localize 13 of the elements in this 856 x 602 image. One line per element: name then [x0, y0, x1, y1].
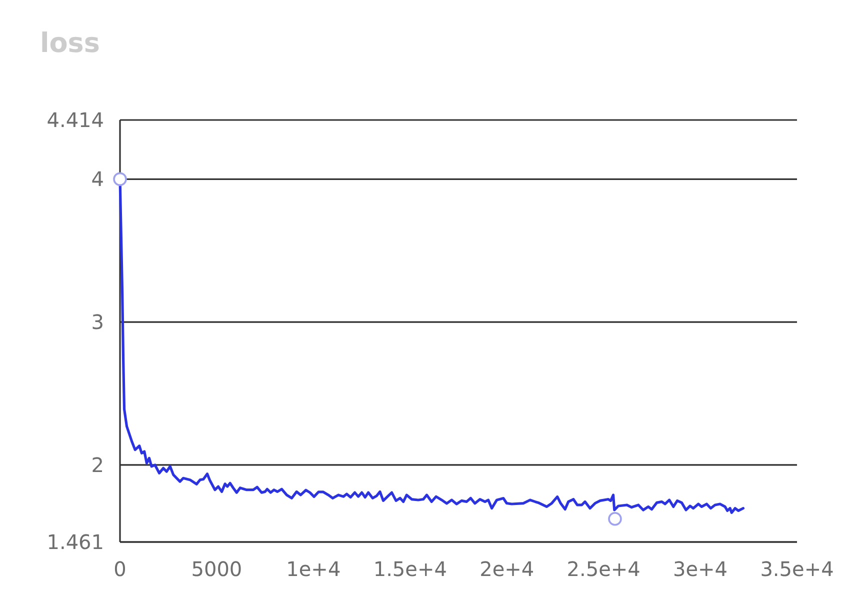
x-tick-label: 1.5e+4 — [373, 557, 447, 581]
x-tick-label: 5000 — [191, 557, 242, 581]
x-tick-label: 3.5e+4 — [760, 557, 834, 581]
x-tick-label: 2.5e+4 — [566, 557, 640, 581]
y-tick-label: 4.414 — [46, 108, 104, 132]
y-tick-label: 3 — [91, 310, 104, 334]
y-tick-label: 1.461 — [46, 530, 104, 554]
y-tick-label: 2 — [91, 452, 104, 477]
y-tick-label: 4 — [91, 167, 104, 192]
x-tick-label: 0 — [114, 557, 126, 581]
x-tick-label: 3e+4 — [673, 557, 728, 581]
x-tick-label: 2e+4 — [480, 557, 534, 581]
x-tick-label: 1e+4 — [286, 557, 341, 581]
